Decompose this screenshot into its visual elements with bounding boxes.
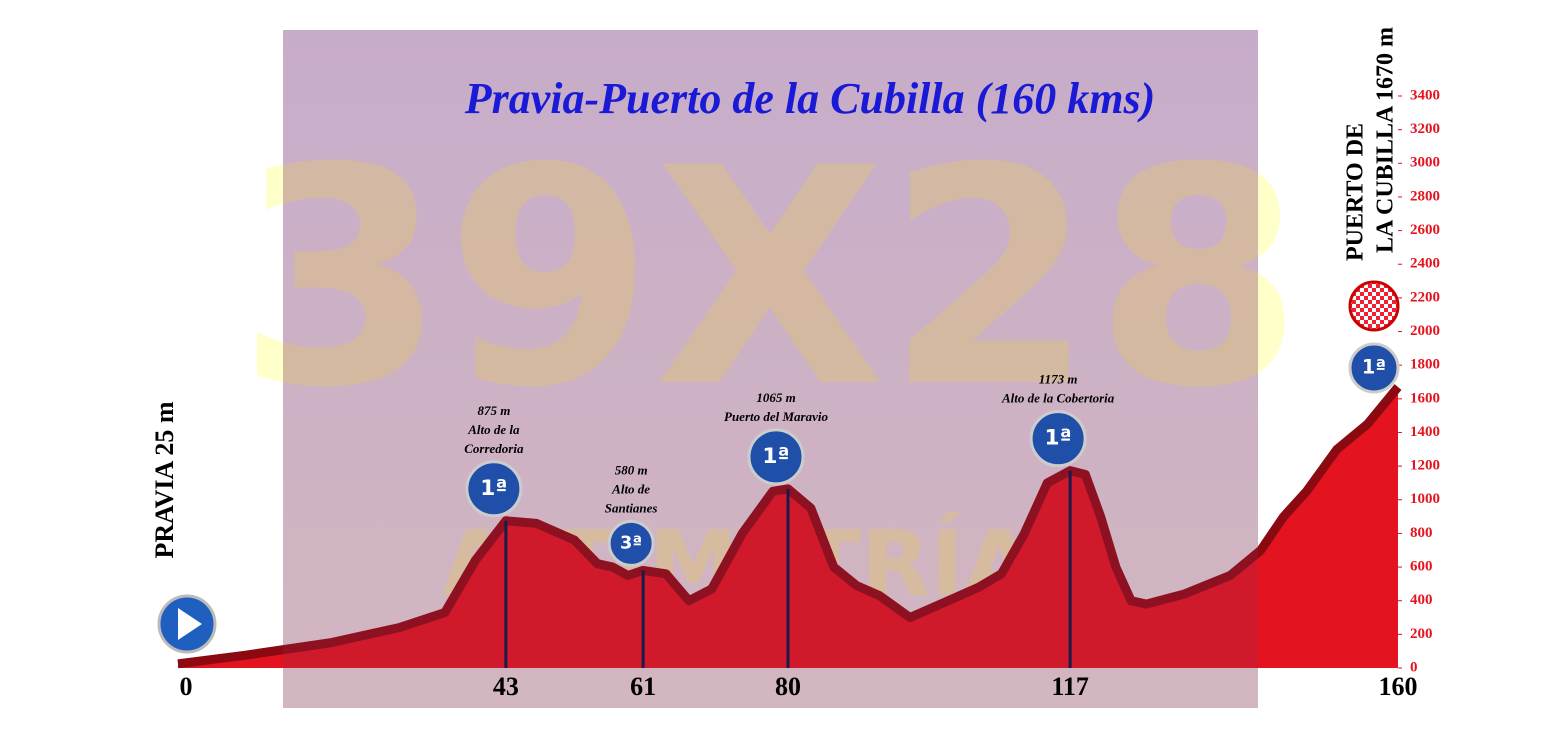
climb-name: Santianes [605,500,658,515]
y-tick-label: 800 [1410,525,1433,541]
y-tick-label: 0 [1410,659,1418,675]
y-tick-label: 2600 [1410,222,1440,238]
y-tick-label: 2800 [1410,188,1440,204]
x-tick-label: 80 [775,672,801,701]
climb-elevation: 1065 m [756,390,795,405]
category-badge [1029,410,1087,468]
y-tick-label: 400 [1410,592,1433,608]
y-tick-label: 1200 [1410,458,1440,474]
y-tick-label: 1600 [1410,390,1440,406]
watermark-overlay [283,30,1258,708]
category-badge [607,519,655,567]
category-badge [747,428,805,486]
x-tick-label: 43 [493,672,519,701]
y-tick-label: 1400 [1410,424,1440,440]
category-label: 1ª [762,444,789,469]
x-tick-label: 117 [1051,672,1089,701]
start-label: PRAVIA 25 m [150,401,179,558]
y-tick-label: 2000 [1410,323,1440,339]
y-tick-label: 2200 [1410,289,1440,305]
x-tick-label: 61 [630,672,656,701]
category-label: 1ª [1362,356,1386,379]
climb-elevation: 875 m [477,403,510,418]
y-tick-label: 3200 [1410,121,1440,137]
category-label: 1ª [1045,426,1072,451]
climb-elevation: 1173 m [1039,372,1078,387]
start-arrow [178,608,202,640]
x-tick-label: 160 [1379,672,1418,701]
y-tick-label: 600 [1410,558,1433,574]
y-tick-label: 3000 [1410,155,1440,171]
y-tick-label: 3400 [1410,87,1440,103]
finish-label: PUERTO DE [1343,123,1369,261]
climb-name: Alto de [611,481,650,496]
climb-name: Corredoria [464,441,524,456]
finish-label: LA CUBILLA 1670 m [1373,27,1399,253]
climb-name: Alto de la [467,422,520,437]
category-label: 3ª [620,533,642,553]
y-tick-label: 1800 [1410,357,1440,373]
y-tick-label: 2400 [1410,256,1440,272]
category-label: 1ª [480,476,507,501]
y-tick-label: 200 [1410,626,1433,642]
finish-badge [1348,280,1400,332]
x-tick-label: 0 [180,672,193,701]
chart-title: Pravia-Puerto de la Cubilla (160 kms) [464,74,1156,123]
climb-name: Puerto del Maravio [724,409,828,424]
climb-elevation: 580 m [615,462,648,477]
category-badge [465,460,523,518]
elevation-line [177,384,1402,669]
y-tick-label: 1000 [1410,491,1440,507]
climb-name: Alto de la Cobertoria [1001,391,1115,406]
watermark-text: 39X28 [237,104,1303,453]
category-badge [1348,342,1400,394]
